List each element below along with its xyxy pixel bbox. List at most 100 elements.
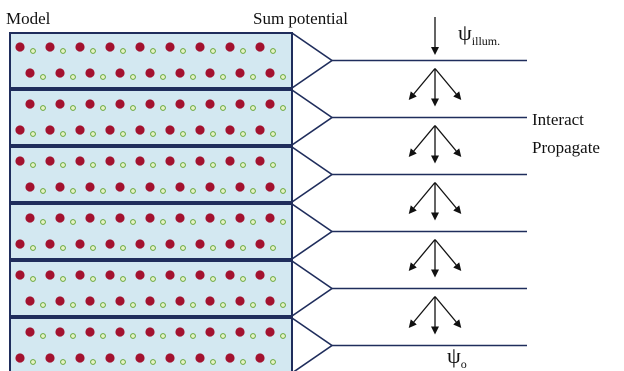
atom [135,353,144,362]
atom [195,353,204,362]
atom [45,270,54,279]
slab [10,261,292,316]
small-atom [121,49,126,54]
small-atom [31,132,36,137]
atom [85,296,94,305]
atom [25,68,34,77]
small-atom [101,106,106,111]
small-atom [221,75,226,80]
atom [235,99,244,108]
propagate-label: Propagate [532,138,600,157]
small-atom [181,132,186,137]
atom [145,327,154,336]
small-atom [151,277,156,282]
atom [135,239,144,248]
small-atom [131,106,136,111]
atom [145,99,154,108]
atom [175,68,184,77]
atom [225,270,234,279]
sum-wedge [292,318,332,371]
atom [235,68,244,77]
atom [75,270,84,279]
model-label: Model [6,9,51,28]
atom [145,68,154,77]
atom [85,68,94,77]
small-atom [161,220,166,225]
atom [235,182,244,191]
small-atom [191,106,196,111]
small-atom [281,220,286,225]
small-atom [71,334,76,339]
small-atom [281,75,286,80]
atom [115,68,124,77]
slab [10,33,292,88]
atom [235,213,244,222]
atom [165,42,174,51]
atom [225,42,234,51]
small-atom [221,334,226,339]
small-atom [31,163,36,168]
atom [105,239,114,248]
small-atom [41,220,46,225]
propagation-arrow [435,126,460,156]
small-atom [91,360,96,365]
small-atom [151,246,156,251]
atom [75,42,84,51]
small-atom [211,277,216,282]
small-atom [221,220,226,225]
atom [205,327,214,336]
small-atom [181,277,186,282]
atom [165,353,174,362]
small-atom [101,220,106,225]
small-atom [71,303,76,308]
small-atom [121,132,126,137]
atom [85,213,94,222]
small-atom [101,75,106,80]
small-atom [271,277,276,282]
small-atom [191,75,196,80]
small-atom [281,303,286,308]
atom [255,353,264,362]
atom [265,296,274,305]
small-atom [191,303,196,308]
small-atom [251,220,256,225]
small-atom [211,360,216,365]
small-atom [191,334,196,339]
sum-potential-label: Sum potential [253,9,348,28]
propagation-arrow [435,240,460,270]
small-atom [181,163,186,168]
small-atom [101,334,106,339]
small-atom [251,106,256,111]
atom [165,239,174,248]
small-atom [31,277,36,282]
small-atom [91,163,96,168]
atom [45,239,54,248]
atom [235,327,244,336]
small-atom [71,189,76,194]
atom [75,156,84,165]
atom [265,182,274,191]
atom [255,125,264,134]
atom [15,270,24,279]
atom [205,99,214,108]
atom [255,42,264,51]
small-atom [41,75,46,80]
small-atom [131,303,136,308]
atom [135,156,144,165]
small-atom [161,189,166,194]
psi-symbol: ψ [458,20,472,45]
sum-wedge [292,33,332,88]
atom [205,296,214,305]
small-atom [71,106,76,111]
atom [195,125,204,134]
multislice-diagram: Model Sum potential ψillum. Interact Pro… [0,0,624,371]
small-atom [161,106,166,111]
atom [85,99,94,108]
atom [135,42,144,51]
atom [115,296,124,305]
small-atom [251,75,256,80]
slabs [10,33,527,371]
atom [25,99,34,108]
atom [105,156,114,165]
atom [55,99,64,108]
